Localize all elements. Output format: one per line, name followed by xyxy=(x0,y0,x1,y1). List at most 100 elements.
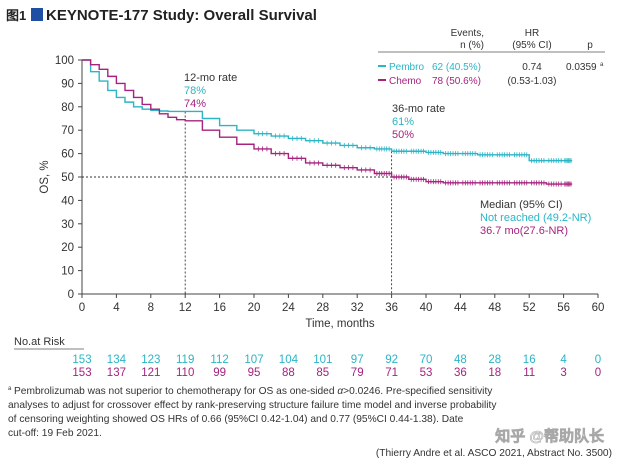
x-axis-label: Time, months xyxy=(305,318,374,330)
footnote-alpha: α xyxy=(337,386,344,397)
y-tick-label: 40 xyxy=(61,195,74,207)
chart-title: KEYNOTE-177 Study: Overall Survival xyxy=(46,7,317,24)
rate-36-annotation: 36-mo rate 61% 50% xyxy=(392,103,445,141)
footnote-line-3: of censoring weighting showed OS HRs of … xyxy=(8,414,464,425)
risk-value-chemo: 110 xyxy=(176,367,194,379)
legend-header-events-2: n (%) xyxy=(460,40,484,51)
risk-value-chemo: 18 xyxy=(488,367,501,379)
risk-value-pembro: 92 xyxy=(385,354,398,366)
x-tick-label: 60 xyxy=(592,302,605,314)
risk-value-pembro: 70 xyxy=(420,354,433,366)
legend-p-footnote-marker: a xyxy=(600,62,604,68)
risk-value-chemo: 3 xyxy=(560,367,566,379)
figure-label: 图1 xyxy=(6,8,26,23)
risk-value-chemo: 36 xyxy=(454,367,467,379)
median-chemo: 36.7 mo(27.6-NR) xyxy=(480,225,568,237)
risk-value-pembro: 153 xyxy=(72,354,91,366)
x-tick-label: 8 xyxy=(148,302,154,314)
risk-value-pembro: 112 xyxy=(210,354,228,366)
risk-value-chemo: 99 xyxy=(213,367,226,379)
y-tick-label: 90 xyxy=(61,78,74,90)
footnote-line-4: cut-off: 19 Feb 2021. xyxy=(8,428,102,439)
risk-value-chemo: 85 xyxy=(316,367,329,379)
risk-value-chemo: 79 xyxy=(351,367,364,379)
x-tick-label: 32 xyxy=(351,302,364,314)
x-tick-label: 4 xyxy=(113,302,120,314)
y-tick-label: 10 xyxy=(61,266,74,278)
footnote-line-1: Pembrolizumab was not superior to chemot… xyxy=(14,386,493,397)
risk-value-chemo: 153 xyxy=(72,367,91,379)
title-marker-square xyxy=(31,8,43,21)
y-axis-label: OS, % xyxy=(39,160,51,193)
rate-36-chemo: 50% xyxy=(392,129,414,141)
risk-value-pembro: 119 xyxy=(176,354,194,366)
y-tick-label: 60 xyxy=(61,149,74,161)
y-tick-label: 70 xyxy=(61,125,74,137)
y-tick-label: 30 xyxy=(61,219,74,231)
rate-36-label: 36-mo rate xyxy=(392,103,445,115)
risk-value-chemo: 53 xyxy=(420,367,433,379)
footnote-line-1-a: Pembrolizumab was not superior to chemot… xyxy=(14,386,337,397)
x-tick-label: 0 xyxy=(79,302,85,314)
risk-row-pembro: 153 134 123 119 112 107 104 101 97 92 70 48 28 16 4 0 xyxy=(72,354,601,366)
risk-value-pembro: 4 xyxy=(560,354,567,366)
risk-value-chemo: 95 xyxy=(248,367,261,379)
curve-chemo xyxy=(82,59,573,185)
risk-value-pembro: 104 xyxy=(279,354,299,366)
reference-lines xyxy=(82,111,398,294)
legend-header-p: p xyxy=(587,40,593,51)
risk-table-label: No.at Risk xyxy=(14,336,65,348)
y-tick-label: 0 xyxy=(68,289,74,301)
risk-value-chemo: 121 xyxy=(141,367,160,379)
footnote: a Pembrolizumab was not superior to chem… xyxy=(8,386,497,439)
risk-value-pembro: 0 xyxy=(595,354,601,366)
legend-chemo-events: 78 (50.6%) xyxy=(432,76,481,87)
risk-value-pembro: 107 xyxy=(244,354,263,366)
x-tick-label: 12 xyxy=(179,302,192,314)
x-tick-label: 16 xyxy=(213,302,226,314)
legend-chemo-name: Chemo xyxy=(389,76,422,87)
x-tick-label: 20 xyxy=(248,302,261,314)
x-tick-label: 56 xyxy=(557,302,570,314)
rate-12-label: 12-mo rate xyxy=(184,72,237,84)
x-tick-label: 24 xyxy=(282,302,295,314)
risk-value-pembro: 97 xyxy=(351,354,364,366)
risk-value-chemo: 88 xyxy=(282,367,295,379)
risk-value-pembro: 48 xyxy=(454,354,467,366)
median-label: Median (95% CI) xyxy=(480,199,563,211)
x-tick-label: 52 xyxy=(523,302,536,314)
plot-axes: 0 4 8 12 16 20 24 28 32 36 40 44 48 52 56 6001020304050… xyxy=(55,55,605,314)
median-pembro: Not reached (49.2-NR) xyxy=(480,212,591,224)
y-tick-label: 100 xyxy=(55,55,74,67)
x-tick-label: 36 xyxy=(385,302,398,314)
rate-12-pembro: 78% xyxy=(184,85,206,97)
risk-value-pembro: 134 xyxy=(107,354,127,366)
risk-value-chemo: 137 xyxy=(107,367,126,379)
rate-12-chemo: 74% xyxy=(184,98,206,110)
watermark: 知乎 @帮助队长 xyxy=(495,427,605,446)
censor-marks xyxy=(257,131,572,187)
legend-p-value: 0.0359 xyxy=(566,62,597,73)
risk-value-chemo: 71 xyxy=(385,367,398,379)
risk-row-chemo: 153 137 121 110 99 95 88 85 79 71 53 36 18 11 3 0 xyxy=(72,367,601,379)
footnote-line-2: analyses to adjust for crossover effect … xyxy=(8,400,497,411)
chart-header: 图1 KEYNOTE-177 Study: Overall Survival xyxy=(6,7,317,24)
y-tick-label: 80 xyxy=(61,102,74,114)
x-tick-label: 44 xyxy=(454,302,467,314)
legend-pembro-events: 62 (40.5%) xyxy=(432,62,481,73)
x-tick-label: 28 xyxy=(316,302,329,314)
x-tick-label: 40 xyxy=(420,302,433,314)
risk-value-pembro: 28 xyxy=(488,354,501,366)
risk-value-pembro: 101 xyxy=(313,354,332,366)
legend-header-events-1: Events, xyxy=(451,28,484,39)
legend-table: Events, n (%) HR (95% CI) p Pembro 62 (4… xyxy=(378,28,605,87)
footnote-marker: a xyxy=(8,386,12,392)
risk-value-chemo: 0 xyxy=(595,367,601,379)
rate-36-pembro: 61% xyxy=(392,116,414,128)
risk-table: No.at Risk 153 134 123 119 112 107 104 101 97 92 7… xyxy=(14,336,601,379)
risk-value-chemo: 11 xyxy=(523,367,535,379)
y-tick-label: 50 xyxy=(61,172,74,184)
rate-12-annotation: 12-mo rate 78% 74% xyxy=(184,72,237,110)
legend-header-hr-1: HR xyxy=(525,28,539,39)
